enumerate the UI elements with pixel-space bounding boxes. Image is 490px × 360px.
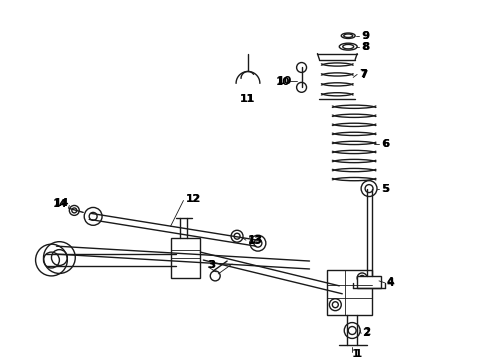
Text: 7: 7 xyxy=(360,71,368,80)
Text: 12: 12 xyxy=(185,194,200,203)
Text: 2: 2 xyxy=(362,328,370,338)
Text: 3: 3 xyxy=(208,260,216,270)
Text: 5: 5 xyxy=(381,184,389,194)
Text: 8: 8 xyxy=(362,42,369,51)
Text: 3: 3 xyxy=(207,260,215,270)
Text: 4: 4 xyxy=(387,277,394,287)
Text: 2: 2 xyxy=(363,327,370,337)
Text: 12: 12 xyxy=(185,194,201,203)
Text: 11: 11 xyxy=(240,94,254,104)
Text: 5: 5 xyxy=(382,184,389,194)
Text: 9: 9 xyxy=(361,31,369,41)
Text: 7: 7 xyxy=(359,69,367,80)
Text: 6: 6 xyxy=(381,139,389,149)
Text: 10: 10 xyxy=(276,77,290,87)
Text: 1: 1 xyxy=(355,349,363,359)
Text: 9: 9 xyxy=(362,31,369,41)
Text: 8: 8 xyxy=(361,42,369,51)
Text: 4: 4 xyxy=(387,278,395,288)
Text: 10: 10 xyxy=(277,76,292,86)
Text: 14: 14 xyxy=(53,198,69,208)
Bar xyxy=(171,238,200,278)
Text: 1: 1 xyxy=(351,349,359,359)
Text: 13: 13 xyxy=(248,236,263,246)
Bar xyxy=(357,276,381,288)
Text: 13: 13 xyxy=(248,235,263,245)
Text: 11: 11 xyxy=(240,94,256,104)
Bar xyxy=(327,270,372,315)
Text: 6: 6 xyxy=(382,139,389,149)
Text: 14: 14 xyxy=(52,199,67,210)
